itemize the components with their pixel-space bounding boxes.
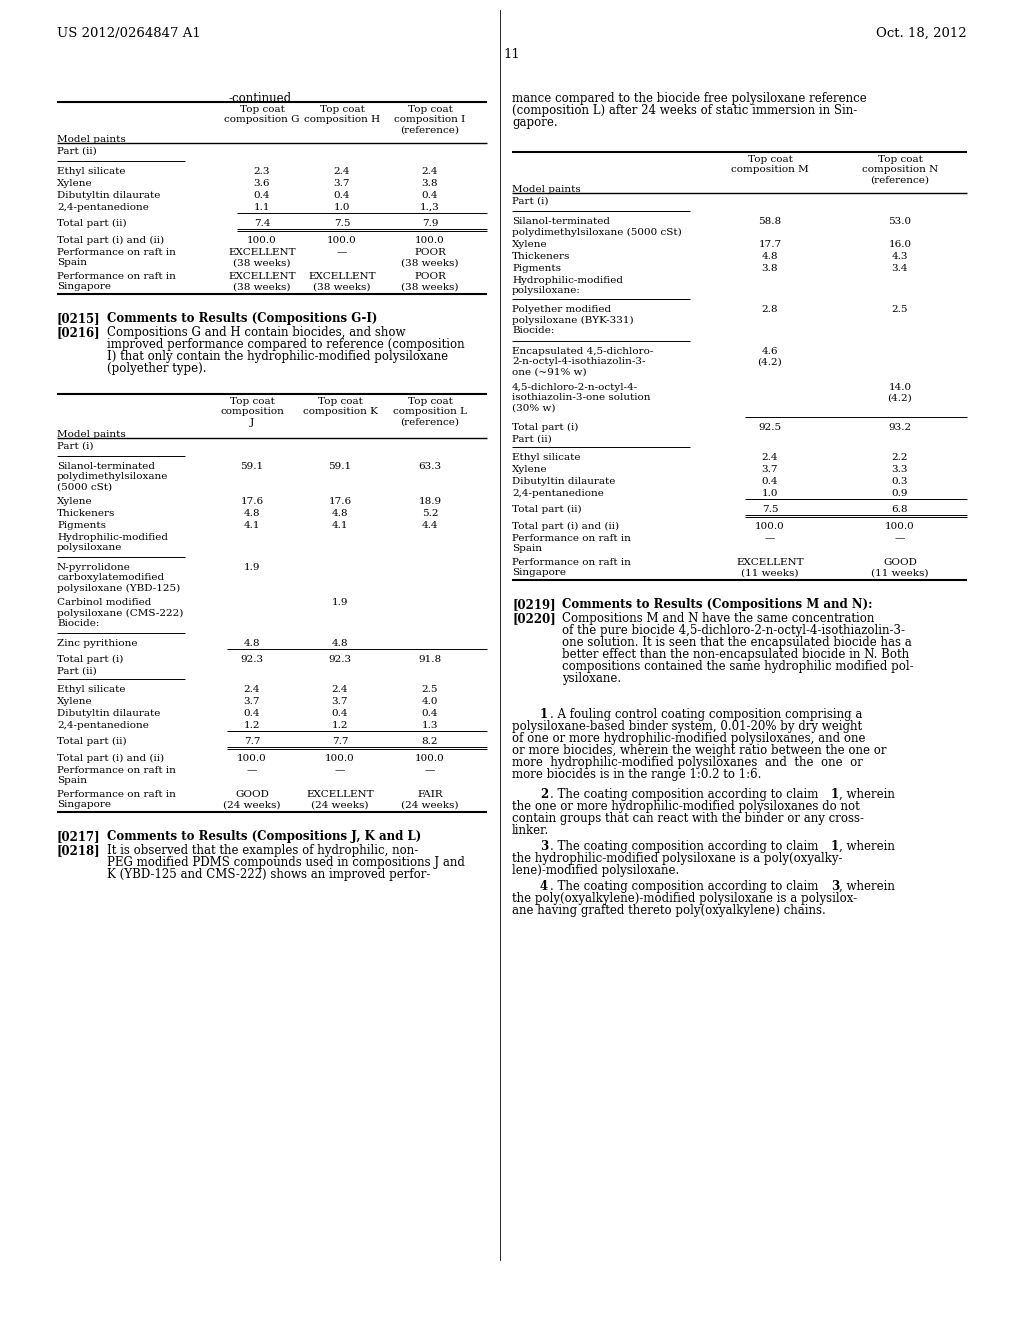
- Text: ysiloxane.: ysiloxane.: [562, 672, 622, 685]
- Text: 1: 1: [540, 708, 548, 721]
- Text: 3.7: 3.7: [332, 697, 348, 706]
- Text: PEG modified PDMS compounds used in compositions J and: PEG modified PDMS compounds used in comp…: [106, 855, 465, 869]
- Text: 8.2: 8.2: [422, 737, 438, 746]
- Text: of the pure biocide 4,5-dichloro-2-n-octyl-4-isothiazolin-3-: of the pure biocide 4,5-dichloro-2-n-oct…: [562, 624, 905, 638]
- Text: Total part (ii): Total part (ii): [57, 737, 127, 746]
- Text: 1.2: 1.2: [332, 721, 348, 730]
- Text: 58.8: 58.8: [759, 216, 781, 226]
- Text: Performance on raft in
Spain: Performance on raft in Spain: [512, 535, 631, 553]
- Text: (polyether type).: (polyether type).: [106, 362, 207, 375]
- Text: [0218]: [0218]: [57, 843, 100, 857]
- Text: 1.2: 1.2: [244, 721, 260, 730]
- Text: Comments to Results (Compositions G-I): Comments to Results (Compositions G-I): [106, 312, 378, 325]
- Text: K (YBD-125 and CMS-222) shows an improved perfor-: K (YBD-125 and CMS-222) shows an improve…: [106, 869, 430, 880]
- Text: Total part (i): Total part (i): [512, 422, 579, 432]
- Text: 0.4: 0.4: [334, 191, 350, 201]
- Text: Pigments: Pigments: [57, 521, 106, 531]
- Text: Hydrophilic-modified
polysiloxane:: Hydrophilic-modified polysiloxane:: [512, 276, 623, 296]
- Text: 0.4: 0.4: [244, 709, 260, 718]
- Text: 2,4-pentanedione: 2,4-pentanedione: [57, 721, 148, 730]
- Text: 92.3: 92.3: [241, 655, 263, 664]
- Text: 4.4: 4.4: [422, 521, 438, 531]
- Text: 4.3: 4.3: [892, 252, 908, 261]
- Text: —: —: [335, 766, 345, 775]
- Text: 3.4: 3.4: [892, 264, 908, 273]
- Text: EXCELLENT
(38 weeks): EXCELLENT (38 weeks): [228, 248, 296, 268]
- Text: 2.4: 2.4: [332, 685, 348, 694]
- Text: 1.0: 1.0: [334, 203, 350, 213]
- Text: Hydrophilic-modified
polysiloxane: Hydrophilic-modified polysiloxane: [57, 533, 168, 552]
- Text: linker.: linker.: [512, 824, 549, 837]
- Text: 4.0: 4.0: [422, 697, 438, 706]
- Text: EXCELLENT
(24 weeks): EXCELLENT (24 weeks): [306, 789, 374, 809]
- Text: 100.0: 100.0: [326, 754, 355, 763]
- Text: , wherein: , wherein: [839, 840, 895, 853]
- Text: Top coat
composition N
(reference): Top coat composition N (reference): [862, 154, 938, 185]
- Text: 3.7: 3.7: [244, 697, 260, 706]
- Text: POOR
(38 weeks): POOR (38 weeks): [401, 248, 459, 268]
- Text: Part (i): Part (i): [512, 197, 549, 206]
- Text: FAIR
(24 weeks): FAIR (24 weeks): [401, 789, 459, 809]
- Text: —: —: [337, 248, 347, 257]
- Text: improved performance compared to reference (composition: improved performance compared to referen…: [106, 338, 465, 351]
- Text: 92.3: 92.3: [329, 655, 351, 664]
- Text: 4.8: 4.8: [762, 252, 778, 261]
- Text: 3.7: 3.7: [334, 180, 350, 187]
- Text: , wherein: , wherein: [839, 880, 895, 894]
- Text: (composition L) after 24 weeks of static immersion in Sin-: (composition L) after 24 weeks of static…: [512, 104, 857, 117]
- Text: Performance on raft in
Singapore: Performance on raft in Singapore: [57, 272, 176, 292]
- Text: 100.0: 100.0: [247, 236, 276, 246]
- Text: Total part (i): Total part (i): [57, 655, 123, 664]
- Text: Total part (ii): Total part (ii): [57, 219, 127, 228]
- Text: Total part (ii): Total part (ii): [512, 506, 582, 513]
- Text: Dibutyltin dilaurate: Dibutyltin dilaurate: [512, 477, 615, 486]
- Text: —: —: [895, 535, 905, 543]
- Text: Compositions M and N have the same concentration: Compositions M and N have the same conce…: [562, 612, 874, 624]
- Text: -continued: -continued: [228, 92, 292, 106]
- Text: . The coating composition according to claim: . The coating composition according to c…: [550, 788, 822, 801]
- Text: one solution. It is seen that the encapsulated biocide has a: one solution. It is seen that the encaps…: [562, 636, 911, 649]
- Text: 92.5: 92.5: [759, 422, 781, 432]
- Text: Comments to Results (Compositions M and N):: Comments to Results (Compositions M and …: [562, 598, 872, 611]
- Text: 4.1: 4.1: [244, 521, 260, 531]
- Text: 2.8: 2.8: [762, 305, 778, 314]
- Text: 3: 3: [831, 880, 840, 894]
- Text: 14.0
(4.2): 14.0 (4.2): [888, 383, 912, 403]
- Text: 1.0: 1.0: [762, 488, 778, 498]
- Text: 1.3: 1.3: [422, 721, 438, 730]
- Text: Dibutyltin dilaurate: Dibutyltin dilaurate: [57, 709, 161, 718]
- Text: 17.6: 17.6: [329, 498, 351, 506]
- Text: 7.9: 7.9: [422, 219, 438, 228]
- Text: more  hydrophilic-modified polysiloxanes  and  the  one  or: more hydrophilic-modified polysiloxanes …: [512, 756, 863, 770]
- Text: [0215]: [0215]: [57, 312, 100, 325]
- Text: . The coating composition according to claim: . The coating composition according to c…: [550, 880, 822, 894]
- Text: 7.7: 7.7: [244, 737, 260, 746]
- Text: 93.2: 93.2: [889, 422, 911, 432]
- Text: Xylene: Xylene: [512, 240, 548, 249]
- Text: Performance on raft in
Spain: Performance on raft in Spain: [57, 766, 176, 785]
- Text: Polyether modified
polysiloxane (BYK-331)
Biocide:: Polyether modified polysiloxane (BYK-331…: [512, 305, 634, 335]
- Text: POOR
(38 weeks): POOR (38 weeks): [401, 272, 459, 292]
- Text: 2: 2: [540, 788, 548, 801]
- Text: ane having grafted thereto poly(oxyalkylene) chains.: ane having grafted thereto poly(oxyalkyl…: [512, 904, 825, 917]
- Text: polysiloxane-based binder system, 0.01-20% by dry weight: polysiloxane-based binder system, 0.01-2…: [512, 719, 862, 733]
- Text: Part (i): Part (i): [57, 442, 93, 451]
- Text: Oct. 18, 2012: Oct. 18, 2012: [877, 26, 967, 40]
- Text: Thickeners: Thickeners: [512, 252, 570, 261]
- Text: 2.5: 2.5: [422, 685, 438, 694]
- Text: 7.5: 7.5: [334, 219, 350, 228]
- Text: I) that only contain the hydrophilic-modified polysiloxane: I) that only contain the hydrophilic-mod…: [106, 350, 449, 363]
- Text: Total part (i) and (ii): Total part (i) and (ii): [57, 754, 164, 763]
- Text: 3.8: 3.8: [422, 180, 438, 187]
- Text: , wherein: , wherein: [839, 788, 895, 801]
- Text: Silanol-terminated
polydimethylsiloxane
(5000 cSt): Silanol-terminated polydimethylsiloxane …: [57, 462, 168, 492]
- Text: Ethyl silicate: Ethyl silicate: [57, 168, 126, 176]
- Text: 4.8: 4.8: [332, 639, 348, 648]
- Text: compositions contained the same hydrophilic modified pol-: compositions contained the same hydrophi…: [562, 660, 913, 673]
- Text: Performance on raft in
Singapore: Performance on raft in Singapore: [57, 789, 176, 809]
- Text: 100.0: 100.0: [327, 236, 357, 246]
- Text: 4.8: 4.8: [244, 510, 260, 517]
- Text: 1.,3: 1.,3: [420, 203, 440, 213]
- Text: 4.1: 4.1: [332, 521, 348, 531]
- Text: 2.4: 2.4: [762, 453, 778, 462]
